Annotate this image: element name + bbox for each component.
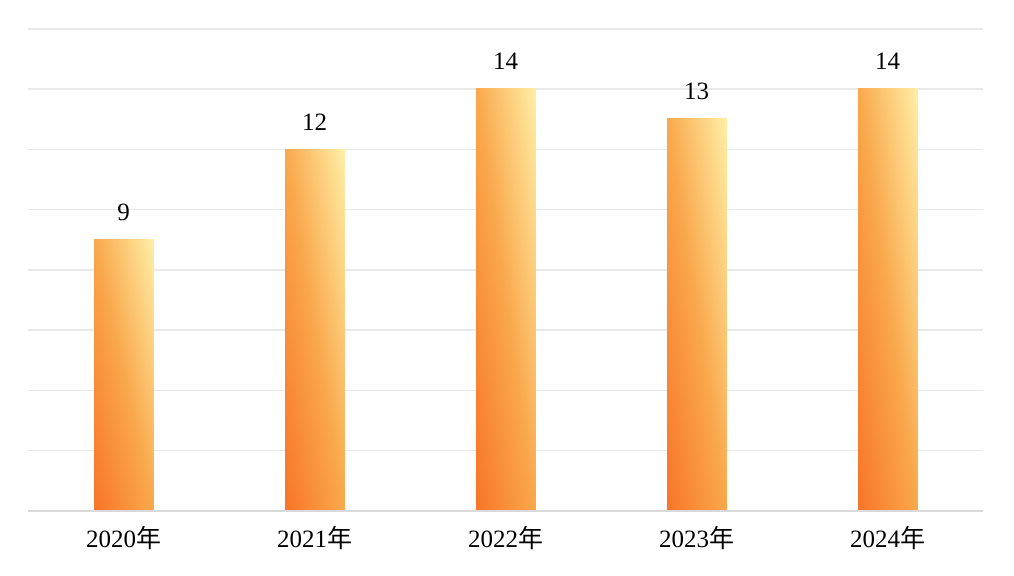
bar-value-label: 9 <box>117 198 130 226</box>
bar-2022年 <box>475 88 536 510</box>
gridline <box>28 28 983 30</box>
bar-2021年 <box>284 148 345 510</box>
x-axis-label: 2020年 <box>85 526 161 553</box>
x-axis-line <box>28 510 983 512</box>
bar-value-label: 14 <box>875 48 900 76</box>
bar-2023年 <box>666 118 727 510</box>
bar-2024年 <box>857 88 918 510</box>
x-axis-label: 2023年 <box>658 526 734 553</box>
bar-2020年 <box>93 238 154 510</box>
x-axis-label: 2024年 <box>849 526 925 553</box>
bar-value-label: 12 <box>302 108 327 136</box>
x-axis-label: 2022年 <box>467 526 543 553</box>
bar-value-label: 13 <box>684 78 709 106</box>
x-axis-label: 2021年 <box>276 526 352 553</box>
bar-value-label: 14 <box>493 48 518 76</box>
